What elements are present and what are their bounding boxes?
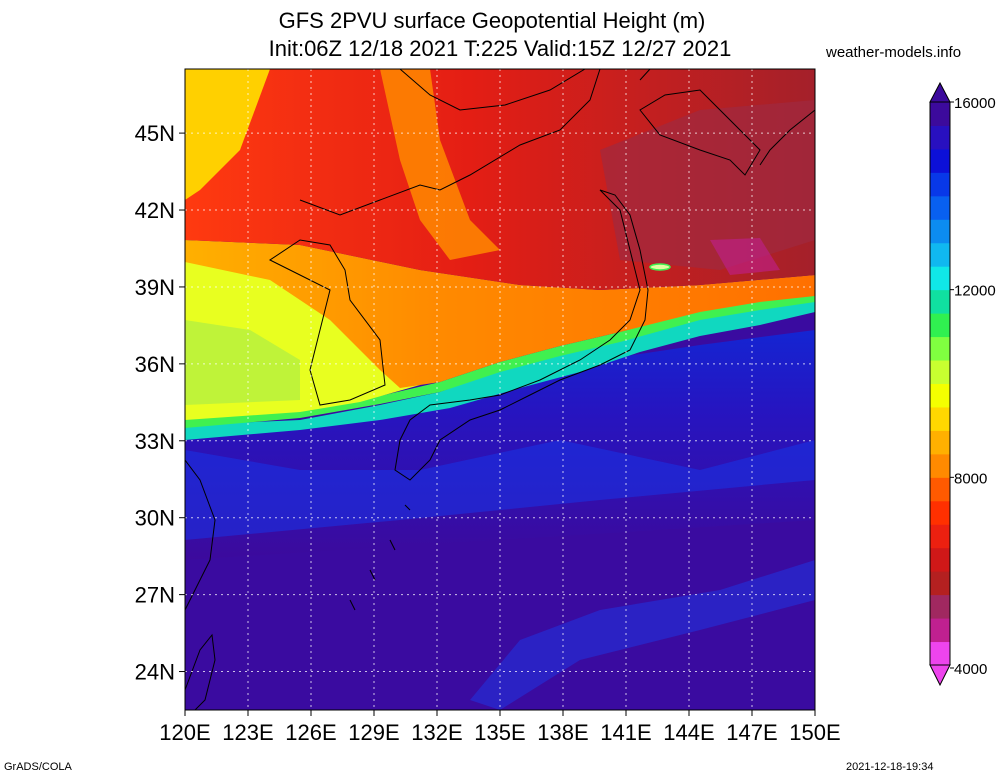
coastline-manchuria [399,69,586,111]
colorbar-tick-label: 16000 [954,95,996,112]
colorbar-cell [930,406,950,431]
colorbar-cell [930,641,950,666]
colorbar-cell [930,524,950,549]
lat-tick-label: 45N [135,121,175,146]
green-fringe [185,294,815,428]
map-title: GFS 2PVU surface Geopotential Height (m) [278,8,706,33]
lat-tick-label: 33N [135,429,175,454]
colorbar-cell [930,148,950,173]
source-credit: weather-models.info [826,44,962,61]
colorbar-cell [930,360,950,384]
graticule [185,69,815,710]
colorbar-cell [930,547,950,572]
lat-tick-label: 36N [135,352,175,377]
lon-tick-label: 129E [348,720,399,745]
lat-tick-label: 30N [135,506,175,531]
generation-timestamp: 2021-12-18-19:34 [846,761,934,773]
coastline-china [185,459,216,611]
lon-tick-label: 150E [789,720,840,745]
colorbar-cell [930,500,950,525]
colorbar-cell [930,383,950,408]
colorbar-cell [930,219,950,244]
colorbar-cell [930,195,950,220]
colorbar-cell [930,618,950,643]
coastlines [185,69,815,710]
colorbar-cells [929,101,951,666]
coastline-kurils [759,109,815,166]
colorbar-cell [930,266,950,291]
lon-tick-label: 120E [159,720,210,745]
lat-tick-label: 42N [135,198,175,223]
lat-tick-label: 24N [135,660,175,685]
colorbar-cell [930,125,950,150]
colorbar-cell [930,102,950,126]
colorbar-tick-label: 12000 [954,283,996,300]
latitude-labels: 45N 42N 39N 36N 33N 30N 27N 24N [135,121,175,684]
colorbar-cell [930,477,950,502]
lon-tick-label: 141E [600,720,651,745]
lat-tick-label: 27N [135,583,175,608]
lon-tick-label: 123E [222,720,273,745]
coastline-korea [269,239,386,406]
coastline-taiwan [185,633,216,710]
colorbar-max-arrow [929,81,951,103]
orange-tongue [380,69,500,260]
software-credit: GrADS/COLA [4,761,72,773]
height-field [185,69,815,710]
colorbar: 16000 12000 8000 4000 [929,81,996,687]
yellow-green-patch [185,320,300,405]
colorbar-cell [930,313,950,338]
lon-tick-label: 147E [726,720,777,745]
dark-red-core [600,100,815,270]
coastline-ryukyu [349,504,411,611]
coastline-sakhalin [639,69,651,81]
colorbar-cell [930,242,950,267]
map-subtitle: Init:06Z 12/18 2021 T:225 Valid:15Z 12/2… [268,36,732,61]
colorbar-tick-label: 4000 [954,661,987,678]
colorbar-min-arrow [929,664,951,687]
coastline-hokkaido [639,89,761,176]
magenta-patch [710,238,780,275]
lat-tick-label: 39N [135,275,175,300]
colorbar-cell [930,571,950,596]
colorbar-cell [930,453,950,478]
colorbar-cell [930,289,950,314]
axis-ticks [179,132,816,716]
lon-tick-label: 132E [411,720,462,745]
colorbar-cell [930,430,950,455]
colorbar-labels: 16000 12000 8000 4000 [950,95,996,678]
lon-tick-label: 138E [537,720,588,745]
lon-tick-label: 126E [285,720,336,745]
colorbar-tick-label: 8000 [954,470,987,487]
longitude-labels: 120E 123E 126E 129E 132E 135E 138E 141E 144E 147E… [159,720,840,745]
colorbar-cell [930,336,950,361]
coastline-japan [394,189,649,481]
lon-tick-label: 135E [474,720,525,745]
colorbar-cell [930,594,950,619]
southern-blue-streak [470,560,815,710]
coastline-primorye [299,69,601,216]
small-contour-patch [649,263,671,271]
colorbar-cell [930,172,950,197]
northwest-yellow-patch [185,69,270,200]
orange-band [185,240,815,388]
lon-tick-label: 144E [663,720,714,745]
